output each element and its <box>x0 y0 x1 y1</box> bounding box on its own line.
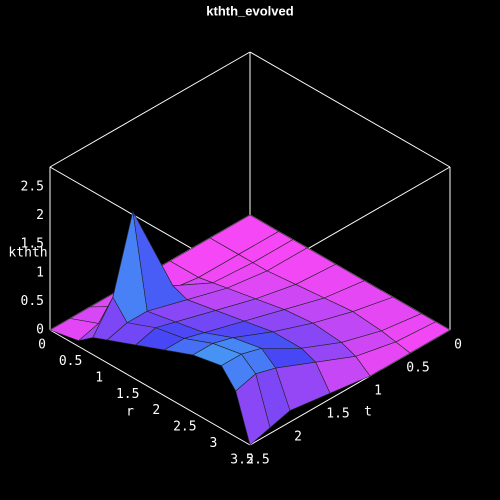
y-tick-label: 1 <box>374 384 382 399</box>
surface-patch <box>235 373 271 446</box>
y-tick-label: 0.5 <box>406 361 429 376</box>
x-tick-label: 0.5 <box>59 354 82 369</box>
box-edge <box>249 51 451 168</box>
chart-title: kthth_evolved <box>206 3 293 18</box>
y-tick-label: 0 <box>454 338 462 353</box>
z-tick-label: 1.5 <box>21 237 44 252</box>
y-axis-label: t <box>364 405 372 420</box>
x-tick-label: 3.5 <box>230 453 253 468</box>
z-tick-label: 1 <box>36 265 44 280</box>
x-tick-label: 0 <box>38 338 46 353</box>
x-tick-label: 2.5 <box>173 420 196 435</box>
y-tick-label: 2.5 <box>246 453 269 468</box>
x-axis-label: r <box>126 405 134 420</box>
z-axis-label: kthth <box>8 246 47 261</box>
z-tick-label: 2 <box>36 208 44 223</box>
x-tick-label: 2 <box>152 403 160 418</box>
z-tick-label: 0 <box>36 323 44 338</box>
z-tick-label: 0.5 <box>21 294 44 309</box>
x-tick-label: 1 <box>95 370 103 385</box>
x-tick-label: 3 <box>210 436 218 451</box>
surface <box>49 210 451 446</box>
box-edge <box>49 51 251 168</box>
y-tick-label: 2 <box>294 430 302 445</box>
box-edge <box>49 329 251 446</box>
y-tick-label: 1.5 <box>326 407 349 422</box>
x-tick-label: 1.5 <box>116 387 139 402</box>
z-tick-label: 2.5 <box>21 180 44 195</box>
